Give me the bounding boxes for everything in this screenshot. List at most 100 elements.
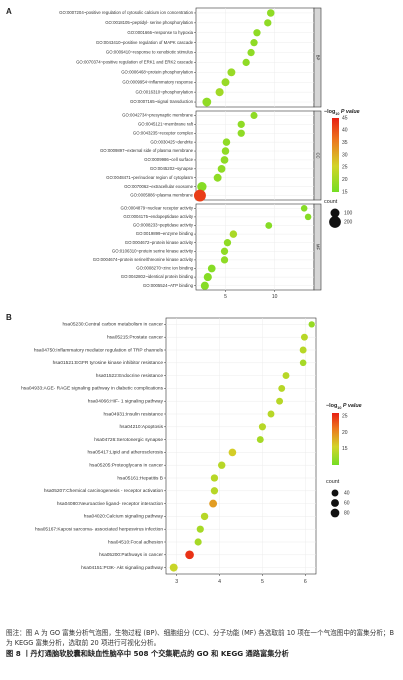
data-point bbox=[253, 29, 261, 37]
data-point bbox=[300, 333, 308, 341]
term-label: GO:0048471~perinuclear region of cytopla… bbox=[106, 175, 193, 180]
term-label: hsa04726:Serotonergic synapse bbox=[94, 437, 163, 443]
term-label: GO:0070062~extracellular exosome bbox=[124, 184, 194, 189]
size-legend-circle bbox=[330, 508, 340, 518]
data-point bbox=[213, 173, 222, 182]
data-point bbox=[304, 213, 312, 221]
data-point bbox=[247, 48, 255, 57]
data-point bbox=[200, 512, 209, 521]
term-label: GO:0001666~response to hypoxia bbox=[127, 30, 193, 35]
data-point bbox=[264, 19, 272, 27]
data-point bbox=[228, 448, 237, 457]
term-label: hsa01522:Endocrine resistance bbox=[96, 373, 164, 379]
panel-label-a: A bbox=[6, 7, 12, 16]
term-label: hsa05417:Lipid and atherosclerosis bbox=[88, 450, 164, 456]
color-legend-title: −log10 P value bbox=[326, 403, 362, 410]
size-legend-title: count bbox=[326, 479, 340, 485]
go-enrichment-bubble-chart: A BP GO:0007204~positive regulation of cyt… bbox=[6, 7, 360, 300]
data-point bbox=[220, 156, 229, 164]
color-tick-label: 45 bbox=[342, 115, 348, 121]
color-tick-label: 25 bbox=[342, 414, 348, 420]
term-label: hsa04151:PI3K- Akt signaling pathway bbox=[81, 565, 163, 571]
term-label: hsa04931:Insulin resistance bbox=[104, 411, 164, 417]
size-legend-circle bbox=[331, 499, 339, 507]
data-point bbox=[300, 205, 308, 212]
size-tick-label: 40 bbox=[344, 490, 350, 496]
data-point bbox=[237, 129, 245, 137]
term-label: GO:0009954~inflammatory response bbox=[122, 79, 193, 84]
term-label: GO:0045202~synapse bbox=[150, 166, 194, 171]
caption-figure-title: 图 8 丨丹灯通脑软胶囊和缺血性脑卒中 508 个交集靶点的 GO 和 KEGG… bbox=[6, 649, 289, 658]
term-label: GO:0070374~positive regulation of ERK1 a… bbox=[76, 60, 194, 65]
facet-strip bbox=[313, 7, 322, 108]
color-tick-label: 20 bbox=[342, 177, 348, 183]
color-legend-title: −log10 P value bbox=[324, 109, 360, 116]
facet-panel bbox=[195, 7, 315, 108]
data-point bbox=[220, 247, 229, 255]
term-label: GO:0008270~zinc ion binding bbox=[136, 266, 193, 271]
facet-strip-label: BP bbox=[315, 55, 320, 61]
term-label: GO:0008233~peptidase activity bbox=[133, 223, 194, 228]
data-point bbox=[197, 181, 207, 192]
facet-panel bbox=[195, 110, 315, 201]
term-label: GO:0043410~positive regulation of MAPK c… bbox=[96, 40, 194, 45]
data-point bbox=[210, 474, 219, 482]
data-point bbox=[223, 239, 232, 247]
data-point bbox=[193, 189, 206, 202]
term-label: hsa05205:Proteoglycans in cancer bbox=[89, 462, 163, 468]
term-label: hsa05207:Chemical carcinogenesis - recep… bbox=[44, 488, 164, 494]
data-point bbox=[299, 346, 307, 354]
size-legend-circle bbox=[331, 489, 339, 497]
x-tick-label: 10 bbox=[272, 294, 278, 300]
data-point bbox=[278, 384, 286, 392]
plot-panel bbox=[165, 317, 317, 575]
data-point bbox=[299, 359, 307, 367]
data-point bbox=[250, 111, 258, 119]
term-label: hsa05167:Kaposi sarcoma- associated herp… bbox=[35, 526, 163, 532]
data-point bbox=[194, 538, 202, 546]
term-label: GO:0019899~enzyme binding bbox=[136, 231, 194, 236]
color-tick-label: 40 bbox=[342, 128, 348, 134]
size-tick-label: 80 bbox=[344, 510, 350, 516]
data-point bbox=[169, 563, 178, 572]
term-label: hsa04020:Calcium signaling pathway bbox=[84, 514, 164, 520]
term-label: GO:0004672~protein kinase activity bbox=[125, 240, 194, 245]
facet-strip bbox=[313, 110, 322, 201]
term-label: GO:0007204~positive regulation of cytoso… bbox=[59, 10, 193, 15]
color-tick-label: 25 bbox=[342, 165, 348, 171]
term-label: hsa05215:Prostate cancer bbox=[107, 334, 163, 340]
facet-panel bbox=[195, 203, 315, 291]
term-label: GO:0006468~protein phosphorylation bbox=[121, 69, 193, 74]
term-label: GO:0045121~membrane raft bbox=[138, 121, 194, 126]
x-tick-label: 6 bbox=[304, 579, 307, 585]
term-label: GO:0005524~ATP binding bbox=[143, 283, 194, 288]
data-point bbox=[196, 525, 204, 533]
size-tick-label: 60 bbox=[344, 500, 350, 506]
data-point bbox=[308, 321, 315, 328]
data-point bbox=[250, 39, 258, 47]
term-label: GO:0009410~response to xenobiotic stimul… bbox=[106, 50, 193, 55]
term-label: hsa04750:Inflammatory mediator regulatio… bbox=[34, 347, 164, 353]
data-point bbox=[227, 68, 236, 77]
data-point bbox=[276, 397, 284, 405]
figure-caption: 图注：图 A 为 GO 富集分析气泡图，生物过程 (BP)、细胞组分 (CC)、… bbox=[6, 628, 398, 659]
data-point bbox=[221, 147, 230, 155]
size-legend-circle bbox=[330, 208, 340, 218]
color-tick-label: 15 bbox=[342, 189, 348, 195]
term-label: hsa04210:Apoptosis bbox=[120, 424, 164, 430]
data-point bbox=[265, 222, 273, 229]
x-tick-label: 5 bbox=[261, 579, 264, 585]
term-label: GO:0018105~peptidyl- serine phosphorylat… bbox=[105, 20, 193, 25]
x-tick-label: 3 bbox=[175, 579, 178, 585]
facet-mf: MF GO:0004879~nuclear receptor activity GO… bbox=[93, 203, 322, 291]
term-label: GO:0042802~identical protein binding bbox=[121, 274, 194, 279]
data-point bbox=[185, 550, 194, 560]
term-label: GO:0005886~plasma membrane bbox=[130, 193, 193, 198]
color-tick-label: 20 bbox=[342, 430, 348, 436]
term-label: hsa05230:Central carbon metabolism in ca… bbox=[62, 322, 163, 328]
term-label: hsa04510:Focal adhesion bbox=[108, 539, 163, 545]
term-label: GO:0004674~protein serine/threonine kina… bbox=[93, 257, 194, 262]
data-point bbox=[222, 138, 231, 146]
size-legend-circle bbox=[329, 216, 341, 228]
